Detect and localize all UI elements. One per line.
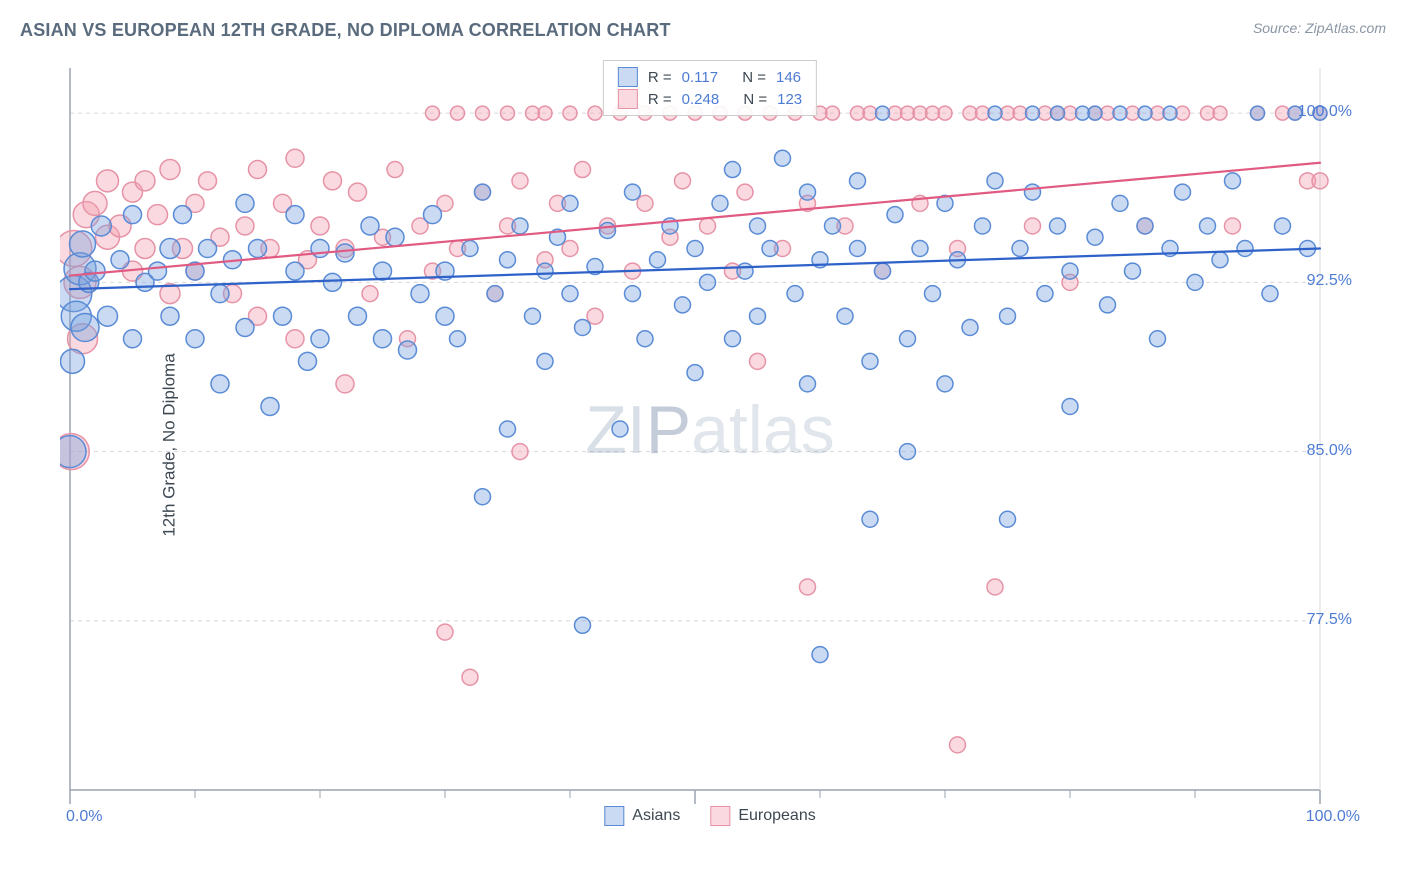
r-label: R = <box>648 91 672 108</box>
n-label: N = <box>743 91 767 108</box>
n-label: N = <box>742 69 766 86</box>
legend-label-europeans: Europeans <box>738 807 815 825</box>
x-max-label: 100.0% <box>1306 808 1360 826</box>
chart-container: ASIAN VS EUROPEAN 12TH GRADE, NO DIPLOMA… <box>0 0 1406 892</box>
y-tick-label: 92.5% <box>1307 272 1352 290</box>
y-tick-label: 85.0% <box>1307 442 1352 460</box>
plot-area: R = 0.117 N = 146 R = 0.248 N = 123 ZIPa… <box>60 60 1360 830</box>
x-min-label: 0.0% <box>66 808 102 826</box>
asians-r-value: 0.117 <box>682 69 718 86</box>
source-label: Source: ZipAtlas.com <box>1253 20 1386 36</box>
chart-title: ASIAN VS EUROPEAN 12TH GRADE, NO DIPLOMA… <box>20 20 671 41</box>
europeans-r-value: 0.248 <box>682 91 720 108</box>
swatch-europeans-icon <box>710 806 730 826</box>
stats-row-europeans: R = 0.248 N = 123 <box>618 89 802 109</box>
y-tick-label: 100.0% <box>1298 103 1352 121</box>
stats-row-asians: R = 0.117 N = 146 <box>618 67 802 87</box>
swatch-asians-icon <box>618 67 638 87</box>
legend-label-asians: Asians <box>632 807 680 825</box>
legend-item-europeans: Europeans <box>710 806 815 826</box>
r-label: R = <box>648 69 672 86</box>
y-axis-label: 12th Grade, No Diploma <box>160 353 180 536</box>
swatch-europeans-icon <box>618 89 638 109</box>
y-tick-label: 77.5% <box>1307 611 1352 629</box>
europeans-n-value: 123 <box>777 91 802 108</box>
scatter-svg <box>60 60 1360 830</box>
stats-legend: R = 0.117 N = 146 R = 0.248 N = 123 <box>603 60 817 116</box>
asians-n-value: 146 <box>776 69 801 86</box>
swatch-asians-icon <box>604 806 624 826</box>
series-legend: Asians Europeans <box>604 806 815 826</box>
legend-item-asians: Asians <box>604 806 680 826</box>
